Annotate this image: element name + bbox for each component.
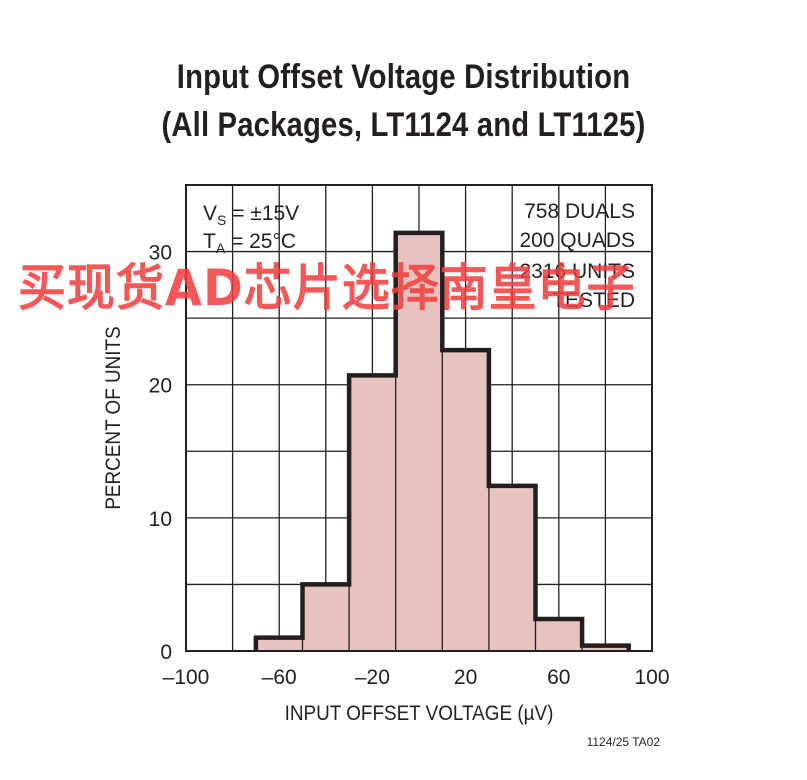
sample-info-line: 2316 UNITS [519,260,635,283]
y-tick-label: 20 [149,375,172,398]
x-tick-label: 100 [634,666,669,689]
histogram-bar [582,645,629,651]
x-tick-label: –20 [355,666,390,689]
x-axis-label: INPUT OFFSET VOLTAGE (µV) [285,702,554,725]
y-tick-label: 30 [149,242,172,265]
chart-title-line2: (All Packages, LT1124 and LT1125) [161,106,646,144]
histogram-bar [255,637,303,651]
histogram-outline [253,230,631,651]
vs-subscript: S [217,212,226,228]
x-tick-label: –100 [163,666,210,689]
histogram-bar [349,375,396,651]
y-tick-label: 0 [160,641,172,664]
figure-code: 1124/25 TA02 [586,735,660,749]
temperature-condition: TA = 25°C [203,230,296,256]
histogram-bar [395,232,443,651]
sample-info-line: 200 QUADS [519,229,635,252]
vs-value: = ±15V [226,202,299,225]
ta-symbol: T [203,230,216,253]
watermark-text: 买现货AD芯片选择南皇电子 [18,259,636,317]
histogram-bar [488,485,536,651]
chart-title-line1: Input Offset Voltage Distribution [176,58,631,96]
histogram-bar [535,619,583,651]
histogram-bar [302,584,350,651]
sample-info-block: 758 DUALS 200 QUADS 2316 UNITS TESTED [519,200,635,312]
sample-info-line: 758 DUALS [524,200,635,223]
x-tick-label: 20 [454,666,477,689]
x-tick-label: –60 [262,666,297,689]
plot-area-border [185,184,653,652]
ta-value: = 25°C [225,230,296,253]
histogram-step-outline [253,230,631,651]
sample-info-line: TESTED [552,289,635,312]
vs-symbol: V [203,202,217,225]
y-tick-label: 10 [149,508,172,531]
histogram-bar [442,350,489,651]
x-tick-label: 60 [547,666,570,689]
y-axis-label: PERCENT OF UNITS [102,326,125,509]
supply-voltage-condition: VS = ±15V [203,202,299,228]
histogram-bars [255,232,629,651]
ta-subscript: A [216,240,226,256]
tick-labels: –100 –60 –20 20 60 100 0 10 20 30 [149,242,670,689]
plot-frame [185,184,653,652]
